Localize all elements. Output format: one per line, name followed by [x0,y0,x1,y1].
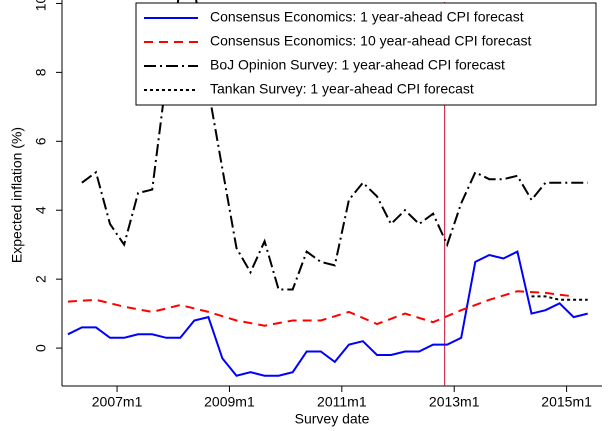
y-tick-label: 0 [33,344,49,352]
y-tick-label: 4 [33,206,49,214]
y-tick-label: 6 [33,137,49,145]
legend-label: Tankan Survey: 1 year-ahead CPI forecast [210,81,474,97]
y-axis-label: Expected inflation (%) [9,127,25,263]
x-tick-label: 2013m1 [429,394,480,410]
x-tick-label: 2009m1 [204,394,255,410]
legend-label: BoJ Opinion Survey: 1 year-ahead CPI for… [210,57,505,73]
x-tick-label: 2015m1 [541,394,592,410]
x-tick-label: 2007m1 [92,394,143,410]
legend-box [135,2,597,106]
series-line [67,250,588,377]
legend-label: Consensus Economics: 1 year-ahead CPI fo… [210,9,524,25]
y-tick-label: 10 [33,0,49,11]
y-tick-label: 8 [33,68,49,76]
series-line [67,290,574,327]
y-tick-label: 2 [33,275,49,283]
x-axis-label: Survey date [295,411,370,427]
legend-label: Consensus Economics: 10 year-ahead CPI f… [210,33,531,49]
x-tick-label: 2011m1 [317,394,367,410]
series-line [531,295,588,301]
